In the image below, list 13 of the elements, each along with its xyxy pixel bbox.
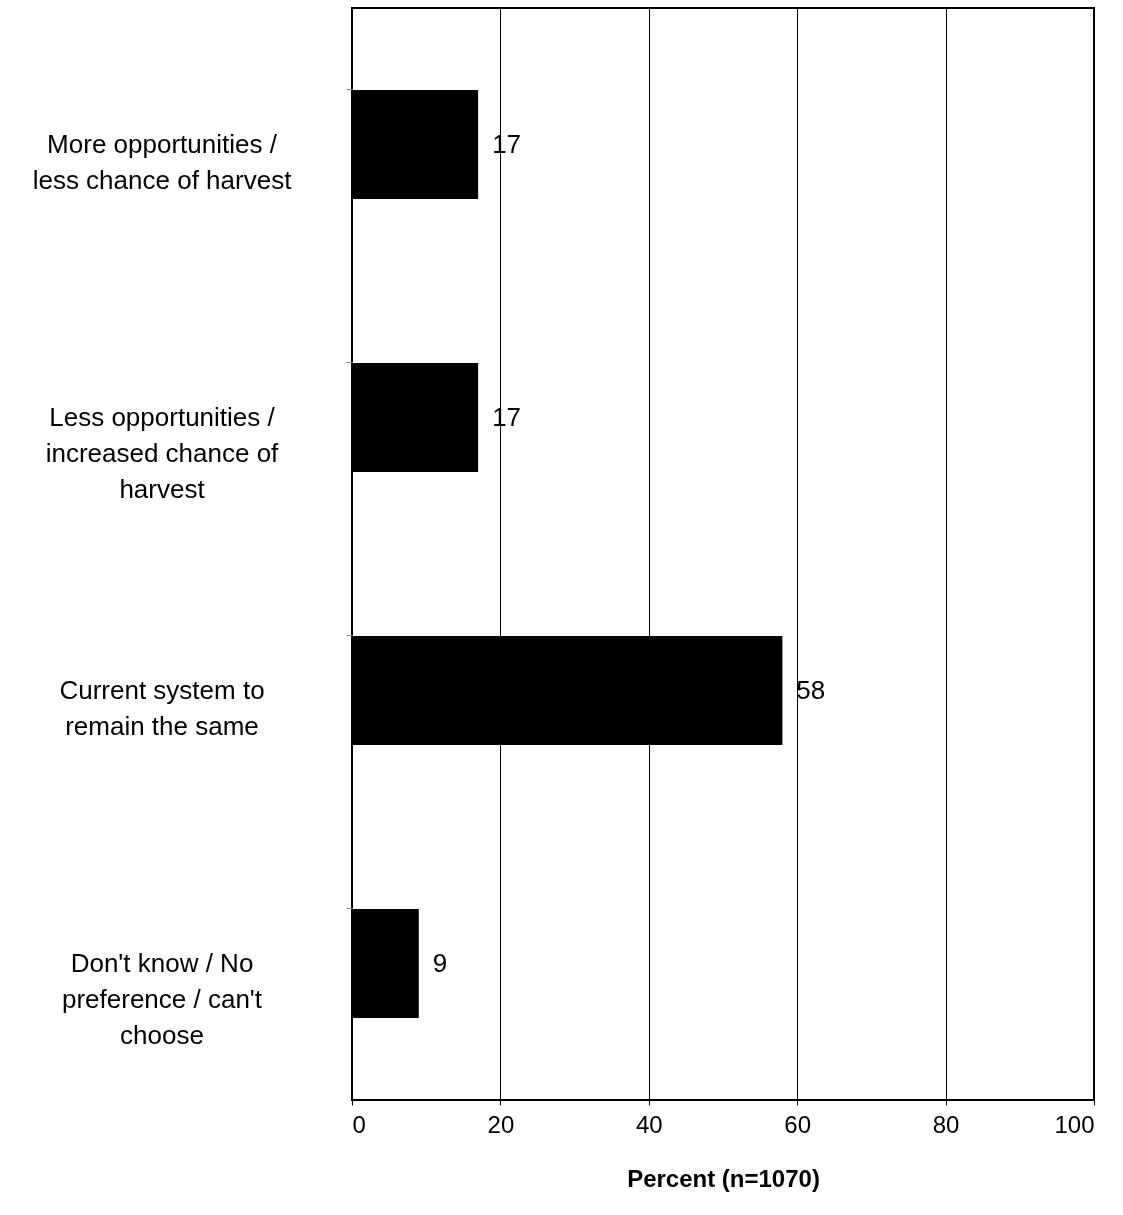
data-label: 9 [432,947,448,978]
x-tick-label: 80 [932,1110,960,1138]
x-tick-label: 60 [784,1110,812,1138]
y-tick-label: Less opportunities / increased chance of harvest [45,401,280,504]
x-tick-label: 100 [1054,1110,1095,1138]
y-tick-label: Don't know / No preference / can't choose [61,947,263,1050]
x-tick-label: 40 [635,1110,663,1138]
y-tick-label: Current system to remain the same [59,674,265,741]
x-tick-label: 20 [487,1110,515,1138]
y-tick-label: More opportunities / less chance of harvest [32,128,293,195]
data-label: 58 [796,674,826,705]
x-tick-label: 0 [352,1110,366,1138]
x-axis-title: Percent (n=1070) [627,1164,820,1192]
